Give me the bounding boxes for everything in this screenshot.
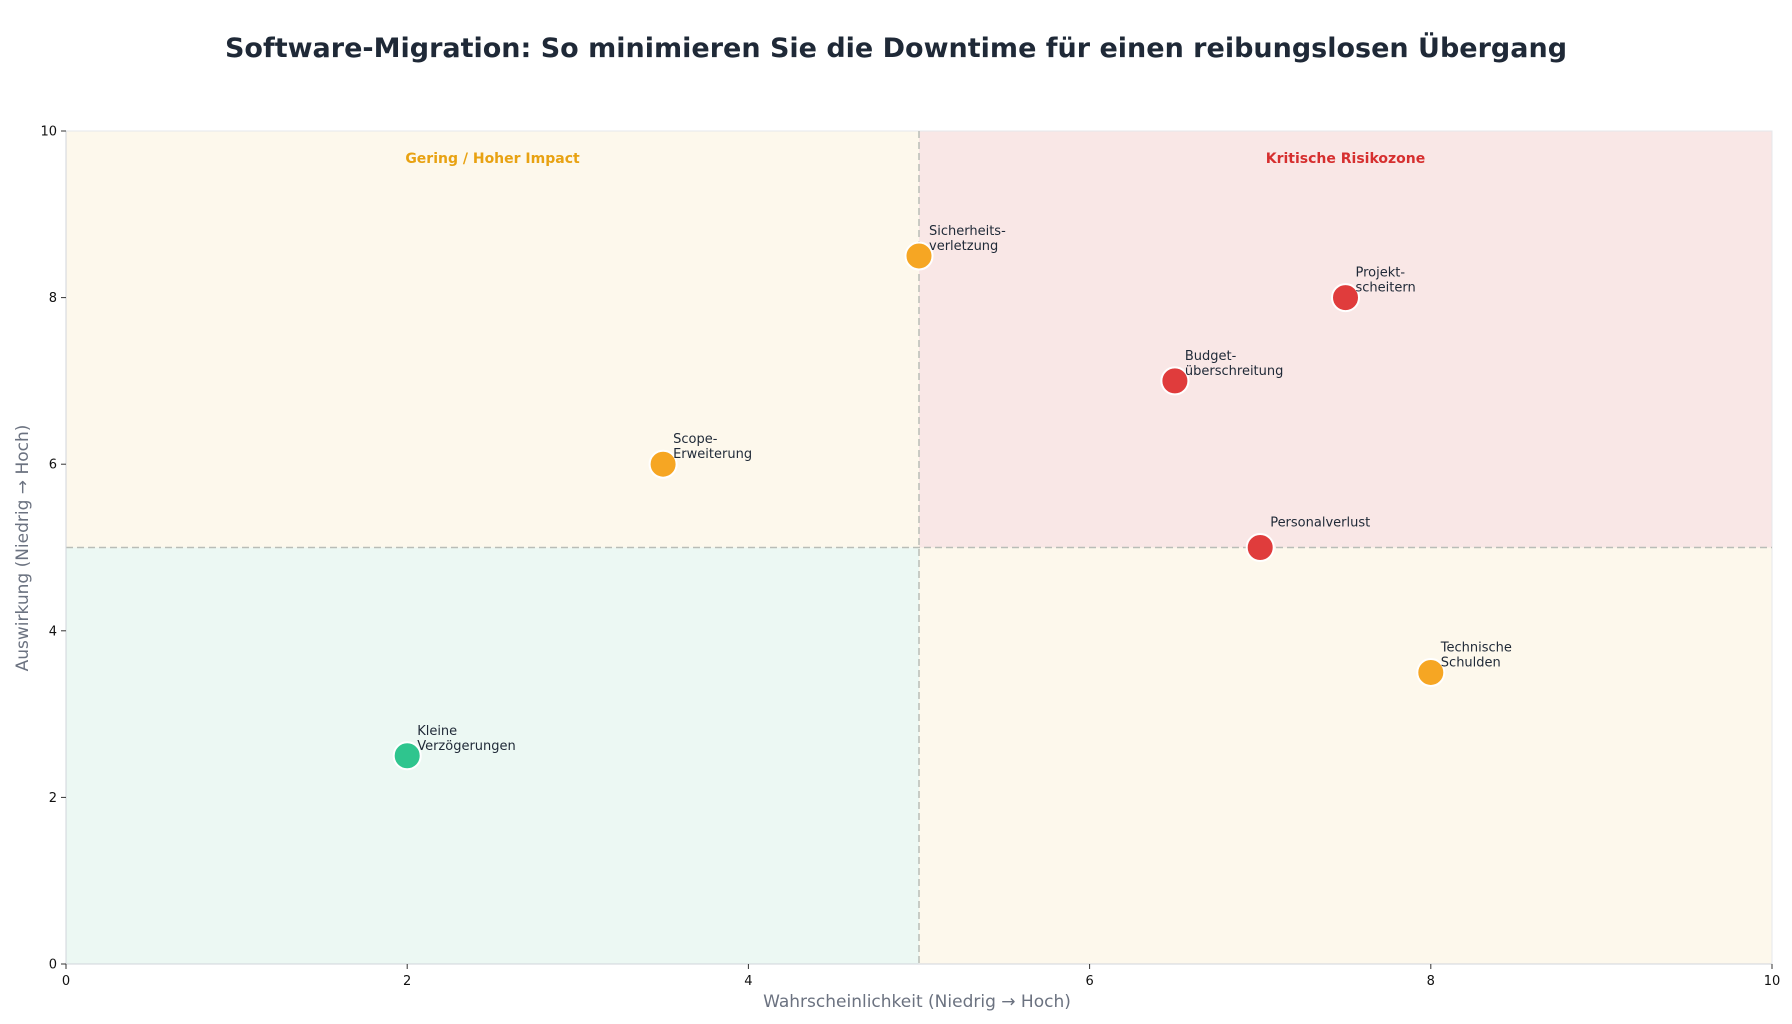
quadrant-top-left [66,131,919,548]
y-tick-label: 6 [49,458,57,473]
risk-label-line: Sicherheits- [929,224,1006,239]
risk-marker [648,449,678,479]
risk-label-line: Technische [1440,640,1512,655]
risk-label-line: Schulden [1441,655,1501,670]
quadrant-top-right [919,131,1772,548]
risk-label: Projekt-scheitern [1356,266,1416,296]
risk-point: Sicherheits-verletzung [904,224,1006,271]
y-tick-label: 10 [40,125,57,140]
risk-label-line: Kleine [417,724,457,739]
risk-label-line: Projekt- [1356,266,1406,281]
risk-marker [1416,657,1446,687]
quadrant-label: Kritische Risikozone [1266,151,1426,167]
risk-label-line: Erweiterung [673,447,752,462]
risk-marker [1245,533,1275,562]
risk-point: Scope-Erweiterung [648,432,752,479]
data-points: Sicherheits-verletzung Projekt-scheitern B… [392,224,1512,771]
risk-point: Projekt-scheitern [1331,266,1416,313]
y-tick-label: 0 [49,958,57,973]
y-tick-label: 8 [49,291,57,306]
risk-point: Kleine Verzögerungen [392,724,516,771]
quadrant-bottom-left [66,547,919,964]
risk-label: Personalverlust [1270,516,1370,531]
y-tick-label: 4 [49,624,57,639]
risk-label: Kleine Verzögerungen [417,724,516,754]
risk-label-line: Verzögerungen [417,739,516,754]
risk-label: Technische Schulden [1440,640,1512,670]
risk-point: Budget-überschreitung [1160,349,1284,396]
quadrant-label: Gering / Hoher Impact [405,151,580,167]
y-axis-label: Auswirkung (Niedrig → Hoch) [13,425,33,672]
risk-label: Sicherheits-verletzung [929,224,1006,254]
quadrant-bottom-right [919,547,1772,964]
risk-label-line: überschreitung [1185,364,1284,379]
x-tick-label: 6 [1085,974,1093,989]
risk-label-line: Personalverlust [1270,516,1370,531]
risk-marker [1331,283,1360,313]
x-tick-label: 0 [62,974,70,989]
risk-marker [1160,366,1190,396]
risk-label-line: Scope- [673,432,718,447]
quadrant-backgrounds [65,130,1773,965]
x-tick-label: 2 [403,974,411,989]
risk-point: Personalverlust [1245,516,1370,562]
x-tick-label: 8 [1427,974,1435,989]
chart-title: Software-Migration: So minimieren Sie di… [225,31,1567,64]
x-tick-label: 10 [1764,974,1781,989]
x-axis-label: Wahrscheinlichkeit (Niedrig → Hoch) [763,992,1071,1012]
risk-point: Technische Schulden [1416,640,1512,687]
risk-label-line: Budget- [1185,349,1237,364]
x-tick-label: 4 [744,974,752,989]
y-tick-label: 2 [49,791,57,806]
risk-marker [904,241,934,271]
quadrant-labels: Gering / Hoher Impact Kritische Risikozon… [405,151,1425,167]
risk-label: Budget-überschreitung [1185,349,1284,379]
risk-label-line: scheitern [1356,281,1416,296]
risk-marker [392,741,422,771]
risk-label: Scope-Erweiterung [673,432,752,462]
risk-label-line: verletzung [929,239,998,254]
